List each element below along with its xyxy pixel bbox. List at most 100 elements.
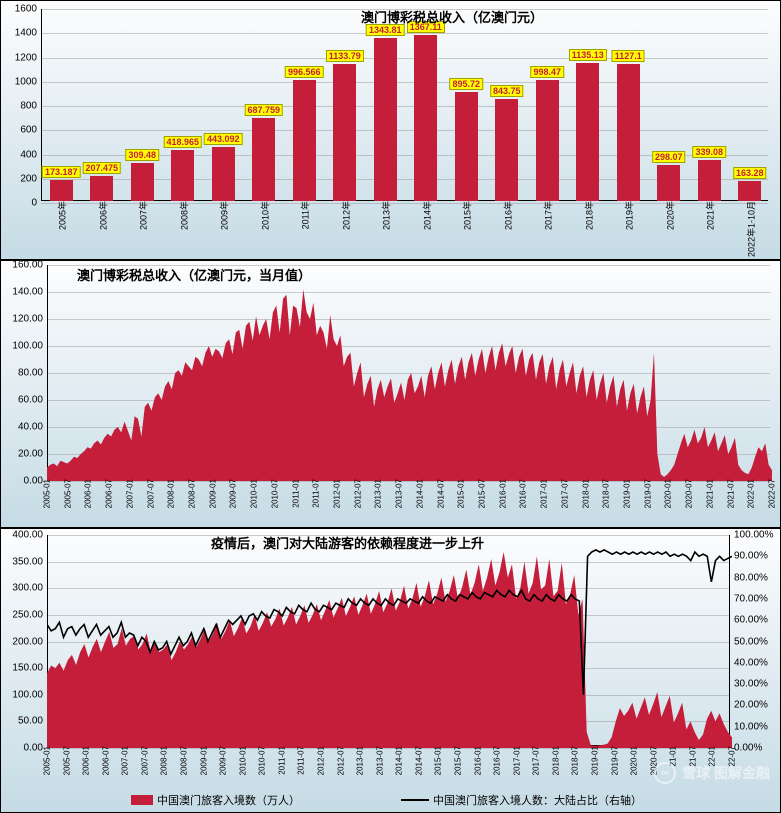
bar-value-label: 843.75 bbox=[490, 85, 524, 97]
bar bbox=[657, 165, 680, 201]
bar-value-label: 998.47 bbox=[530, 66, 564, 78]
bar bbox=[617, 64, 640, 201]
x-tick-label: 2015-01 bbox=[434, 746, 443, 775]
x-tick-label: 2010-01 bbox=[250, 479, 259, 508]
x-tick-label: 2020-01 bbox=[664, 479, 673, 508]
x-tick-label: 2005-07 bbox=[63, 479, 72, 508]
x-tick-label: 2013年 bbox=[378, 201, 393, 230]
x-tick-label: 2022-01 bbox=[747, 479, 756, 508]
bar bbox=[252, 118, 275, 201]
chart2-plot-area: 0.0020.0040.0060.0080.00100.00120.00140.… bbox=[47, 265, 770, 479]
bar-value-label: 298.07 bbox=[652, 151, 686, 163]
x-tick-label: 2010-07 bbox=[258, 746, 267, 775]
x-tick-label: 2018-07 bbox=[571, 746, 580, 775]
x-tick-label: 2005-01 bbox=[43, 479, 52, 508]
x-tick-label: 2017-01 bbox=[540, 479, 549, 508]
x-tick-label: 2013-01 bbox=[374, 479, 383, 508]
bar-value-label: 1135.13 bbox=[569, 49, 607, 61]
bar-value-label: 996.566 bbox=[285, 66, 324, 78]
bar-value-label: 173.187 bbox=[42, 166, 81, 178]
x-tick-label: 2008-01 bbox=[160, 746, 169, 775]
x-tick-label: 2010年 bbox=[256, 201, 271, 230]
chart3-title: 疫情后，澳门对大陆游客的依赖程度进一步上升 bbox=[211, 533, 484, 552]
x-tick-label: 2020年 bbox=[661, 201, 676, 230]
x-tick-label: 2009-07 bbox=[229, 479, 238, 508]
x-tick-label: 2014年 bbox=[418, 201, 433, 230]
chart1-plot-area: 02004006008001000120014001600173.1872005… bbox=[41, 9, 768, 201]
x-tick-label: 2005-01 bbox=[43, 746, 52, 775]
x-tick-label: 2012年 bbox=[337, 201, 352, 230]
x-tick-label: 2011-07 bbox=[297, 746, 306, 775]
x-tick-label: 2012-01 bbox=[317, 746, 326, 775]
bar-value-label: 687.759 bbox=[244, 104, 283, 116]
x-tick-label: 2005年 bbox=[54, 201, 69, 230]
x-tick-label: 2011-01 bbox=[277, 746, 286, 775]
chart3-legend-1: 中国澳门旅客入境数（万人） bbox=[131, 792, 300, 808]
bar bbox=[131, 163, 154, 201]
bar-value-label: 895.72 bbox=[449, 78, 483, 90]
bar-value-label: 339.08 bbox=[692, 146, 726, 158]
chart1-panel: 澳门博彩税总收入（亿澳门元） 0200400600800100012001400… bbox=[0, 0, 781, 260]
watermark-icon: ∞ bbox=[654, 762, 676, 784]
x-tick-label: 2014-07 bbox=[436, 479, 445, 508]
x-tick-label: 2011年 bbox=[297, 201, 312, 229]
x-tick-label: 2016-07 bbox=[519, 479, 528, 508]
chart3-legend-2: 中国澳门旅客入境人数：大陆占比（右轴） bbox=[401, 792, 642, 808]
x-tick-label: 2009-01 bbox=[199, 746, 208, 775]
bar bbox=[212, 147, 235, 201]
bar-value-label: 309.48 bbox=[125, 149, 159, 161]
x-tick-label: 2016年 bbox=[499, 201, 514, 230]
chart2-panel: 澳门博彩税总收入（亿澳门元，当月值） 0.0020.0040.0060.0080… bbox=[0, 260, 781, 528]
x-tick-label: 2019年 bbox=[621, 201, 636, 230]
x-tick-label: 2008-07 bbox=[188, 479, 197, 508]
bar-value-label: 1127.1 bbox=[612, 50, 645, 62]
bar-value-label: 163.28 bbox=[733, 167, 767, 179]
x-tick-label: 2016-01 bbox=[473, 746, 482, 775]
bar bbox=[293, 80, 316, 201]
x-tick-label: 2011-01 bbox=[291, 479, 300, 508]
x-tick-label: 2008-07 bbox=[180, 746, 189, 775]
x-tick-label: 2005-07 bbox=[62, 746, 71, 775]
x-tick-label: 2010-07 bbox=[270, 479, 279, 508]
bar bbox=[90, 176, 113, 201]
x-tick-label: 2011-07 bbox=[312, 479, 321, 508]
watermark-text: 雪球 图解金融 bbox=[682, 763, 770, 783]
x-tick-label: 2020-01 bbox=[630, 746, 639, 775]
x-tick-label: 2022-07 bbox=[768, 479, 777, 508]
x-tick-label: 2019-07 bbox=[610, 746, 619, 775]
x-tick-label: 2017-01 bbox=[512, 746, 521, 775]
x-tick-label: 2012-01 bbox=[333, 479, 342, 508]
x-tick-label: 2015-07 bbox=[478, 479, 487, 508]
bar-value-label: 443.092 bbox=[204, 133, 243, 145]
watermark: ∞ 雪球 图解金融 bbox=[654, 762, 770, 784]
x-tick-label: 2014-07 bbox=[414, 746, 423, 775]
x-tick-label: 2012-07 bbox=[353, 479, 362, 508]
x-tick-label: 2021年 bbox=[702, 201, 717, 230]
x-tick-label: 2007-07 bbox=[140, 746, 149, 775]
x-tick-label: 2018年 bbox=[580, 201, 595, 230]
x-tick-label: 2022年1-10月 bbox=[742, 201, 757, 257]
x-tick-label: 2013-07 bbox=[395, 479, 404, 508]
legend-label: 中国澳门旅客入境数（万人） bbox=[157, 792, 300, 808]
bar bbox=[576, 63, 599, 201]
x-tick-label: 2009-01 bbox=[208, 479, 217, 508]
x-tick-label: 2007-07 bbox=[146, 479, 155, 508]
x-tick-label: 2006-07 bbox=[105, 479, 114, 508]
x-tick-label: 2019-01 bbox=[623, 479, 632, 508]
x-tick-label: 2021-07 bbox=[726, 479, 735, 508]
x-tick-label: 2010-01 bbox=[238, 746, 247, 775]
legend-line-icon bbox=[401, 799, 429, 801]
x-tick-label: 2017-07 bbox=[560, 479, 569, 508]
x-tick-label: 2014-01 bbox=[395, 746, 404, 775]
bar bbox=[495, 99, 518, 201]
x-tick-label: 2006年 bbox=[94, 201, 109, 230]
x-tick-label: 2009-07 bbox=[219, 746, 228, 775]
x-tick-label: 2021-01 bbox=[705, 479, 714, 508]
bar bbox=[374, 38, 397, 201]
bar-value-label: 207.475 bbox=[82, 162, 121, 174]
x-tick-label: 2016-07 bbox=[493, 746, 502, 775]
chart1-title: 澳门博彩税总收入（亿澳门元） bbox=[361, 7, 543, 26]
bar bbox=[455, 92, 478, 201]
x-tick-label: 2019-07 bbox=[643, 479, 652, 508]
chart3-plot-area: 0.0050.00100.00150.00200.00250.00300.003… bbox=[47, 535, 730, 746]
